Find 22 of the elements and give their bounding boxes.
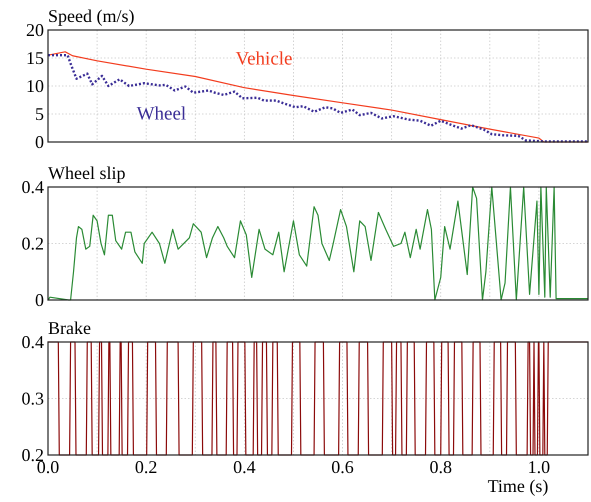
chart-title: Wheel slip <box>48 163 126 183</box>
y-tick-label: 0 <box>35 290 44 310</box>
y-tick-label: 10 <box>26 76 44 96</box>
series-label: Wheel <box>136 104 186 124</box>
y-tick-label: 0.3 <box>22 388 44 408</box>
y-tick-label: 0.4 <box>22 177 44 197</box>
y-tick-label: 5 <box>35 104 44 124</box>
chart-title: Brake <box>48 318 91 338</box>
chart-title: Speed (m/s) <box>48 6 134 26</box>
y-tick-label: 0 <box>35 132 44 152</box>
x-tick-label: 0.2 <box>134 457 158 477</box>
x-tick-label: 1.0 <box>528 457 550 477</box>
x-tick-label: 0.8 <box>429 457 452 477</box>
x-tick-label: 0.4 <box>233 457 256 477</box>
line-series <box>47 186 589 301</box>
y-tick-label: 0.4 <box>22 332 44 352</box>
y-tick-label: 20 <box>26 20 44 40</box>
y-tick-label: 15 <box>26 48 44 68</box>
x-tick-label: 0.6 <box>331 457 354 477</box>
x-axis-title: Time (s) <box>488 476 548 496</box>
y-tick-label: 0.2 <box>22 234 44 254</box>
series-label: Vehicle <box>236 48 292 70</box>
